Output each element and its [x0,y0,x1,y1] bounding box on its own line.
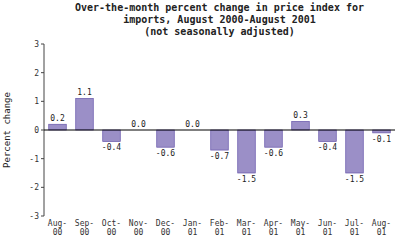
bar [103,130,121,141]
x-tick-label: Aug-01 [372,219,391,237]
bar [157,130,175,147]
bars [49,98,391,173]
bar [211,130,229,150]
y-tick-label: 3 [34,40,39,49]
data-label: -0.1 [372,135,391,144]
y-tick [41,130,44,131]
y-tick-label: -1 [29,155,39,164]
data-label: 0.0 [131,120,146,129]
x-tick-label: Feb-01 [210,219,229,237]
x-tick-label: Oct-00 [102,219,121,237]
x-tick-label: Apr-01 [264,219,283,237]
x-tick-label: Dec-00 [156,219,175,237]
data-label: -0.7 [210,152,229,161]
data-label: -1.5 [345,175,364,184]
bar [292,121,310,130]
y-axis-label: Percent change [2,92,12,168]
data-label: -0.4 [318,143,337,152]
x-tick-label: Jan-01 [183,219,202,237]
data-label: 0.3 [293,111,308,120]
y-tick [41,158,44,159]
chart: Over-the-month percent change in price i… [0,0,401,238]
x-tick-label: May-01 [291,219,310,237]
y-tick-label: 1 [34,97,39,106]
bar [49,124,67,130]
x-tick-label: Sep-00 [75,219,94,237]
data-label: -0.6 [264,149,283,158]
title: Over-the-month percent change in price i… [75,2,364,37]
data-label: 0.2 [50,114,65,123]
y-tick [41,72,44,73]
data-label: -1.5 [237,175,256,184]
y-tick [41,187,44,188]
x-tick-label: Aug-00 [48,219,67,237]
y-tick [41,44,44,45]
data-label: 1.1 [77,88,92,97]
y-tick-label: 2 [34,69,39,78]
data-label: -0.4 [102,143,121,152]
x-tick-label: Nov-00 [129,219,148,237]
bar [265,130,283,147]
zero-line [44,130,395,131]
data-label: -0.6 [156,149,175,158]
x-tick-label: Jul-01 [345,219,364,237]
y-tick-label: -3 [29,212,39,221]
y-tick-label: 0 [34,126,39,135]
bar [238,130,256,173]
y-tick [41,101,44,102]
y-tick-label: -2 [29,183,39,192]
bar [319,130,337,141]
x-tick-label: Jun-01 [318,219,337,237]
bar [346,130,364,173]
x-tick-label: Mar-01 [237,219,256,237]
bar [76,98,94,130]
data-label: 0.0 [185,120,200,129]
y-tick [41,216,44,217]
